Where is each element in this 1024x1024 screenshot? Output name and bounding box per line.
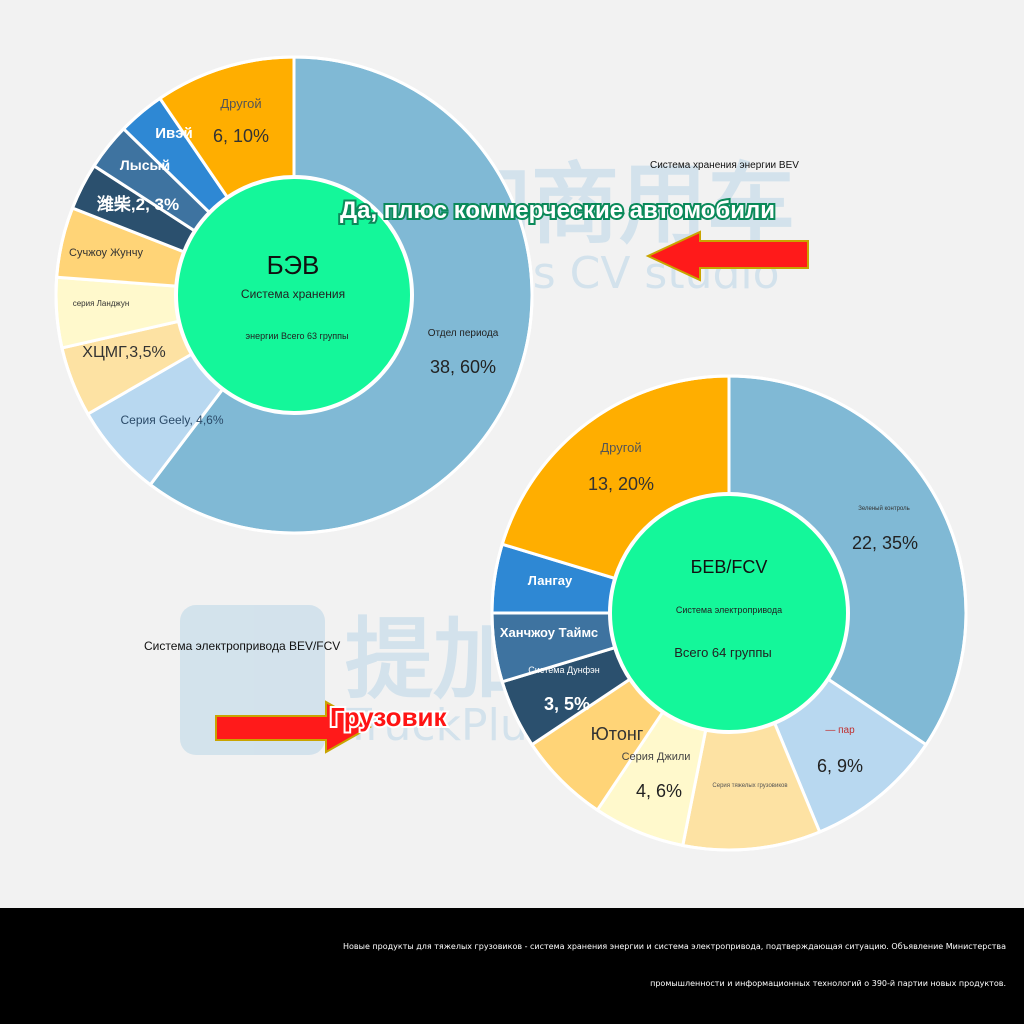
top-banner: Да, плюс коммерческие автомобили (340, 197, 775, 224)
donut-chart-bev-fcv-drive: БЕВ/FCV Система электропривода Всего 64 гр… (490, 374, 968, 852)
donut-2-center-sub1: Система электропривода (676, 605, 782, 615)
donut-2-slice-1-value: 6, 9% (817, 756, 863, 776)
donut-1-slice-6-label: Лысый (120, 157, 170, 173)
bottom-caption: Система электропривода BEV/FCV (144, 639, 340, 653)
arrow-right-icon (215, 700, 373, 754)
donut-2-slice-0-value: 22, 35% (852, 533, 918, 553)
donut-2-slice-8-label: Другой (600, 440, 641, 455)
donut-2-slice-8-value: 13, 20% (588, 474, 654, 494)
donut-2-center-sub2: Всего 64 группы (674, 645, 772, 660)
donut-1-slice-4-label: Сучжоу Жунчу (69, 247, 143, 259)
donut-1-slice-2-label: ХЦМГ,3,5% (82, 344, 165, 361)
footer-bar: Новые продукты для тяжелых грузовиков - … (0, 908, 1024, 1024)
donut-1-slice-8-value: 6, 10% (213, 126, 269, 146)
footer-line-2: промышленности и информационных технолог… (650, 979, 1006, 988)
donut-2-slice-5-value: 3, 5% (544, 694, 590, 714)
arrow-left-icon (645, 230, 809, 282)
donut-2-slice-2-label: Серия тяжелых грузовиков (712, 783, 787, 789)
donut-2-slice-1-label: — пар (825, 725, 855, 736)
top-caption: Система хранения энергии BEV (650, 160, 799, 171)
donut-1-outer-ring (54, 55, 534, 535)
donut-1-center-title: БЭВ (267, 250, 320, 280)
bottom-banner: Грузовик (330, 702, 448, 732)
donut-1-center (174, 175, 414, 415)
donut-1-slice-7-label: Ивэй (155, 125, 193, 142)
donut-1-center-sub2: энергии Всего 63 группы (246, 331, 349, 341)
donut-2-center-title: БЕВ/FCV (691, 557, 768, 577)
donut-1-slice-8-label: Другой (220, 96, 261, 111)
donut-2-outer-ring (490, 374, 968, 852)
donut-2-slice-0-label: Зеленый контроль (858, 505, 910, 512)
donut-1-slice-1-label: Серия Geely, 4,6% (120, 413, 223, 427)
donut-1-slice-5-label: 潍柴,2, 3% (97, 194, 179, 214)
donut-1-slice-0-value: 38, 60% (430, 357, 496, 377)
donut-2-slice-6-label: Ханчжоу Таймс (500, 625, 598, 640)
footer-line-1: Новые продукты для тяжелых грузовиков - … (343, 942, 1006, 951)
donut-2-slice-5-label: Система Дунфэн (528, 665, 600, 675)
donut-1-slice-0-label: Отдел периода (428, 328, 499, 339)
donut-1-slice-3-label: серия Ланджун (73, 299, 130, 308)
donut-2-slice-7-label: Лангау (528, 573, 573, 588)
donut-chart-bev-storage: БЭВ Система хранения энергии Всего 63 груп… (54, 55, 534, 535)
donut-2-center (608, 492, 850, 734)
donut-2-slice-3-label: Серия Джили (622, 751, 691, 763)
donut-2-slice-4-label: Ютонг (591, 724, 644, 744)
donut-2-slice-3-value: 4, 6% (636, 781, 682, 801)
donut-1-center-sub1: Система хранения (241, 287, 345, 301)
